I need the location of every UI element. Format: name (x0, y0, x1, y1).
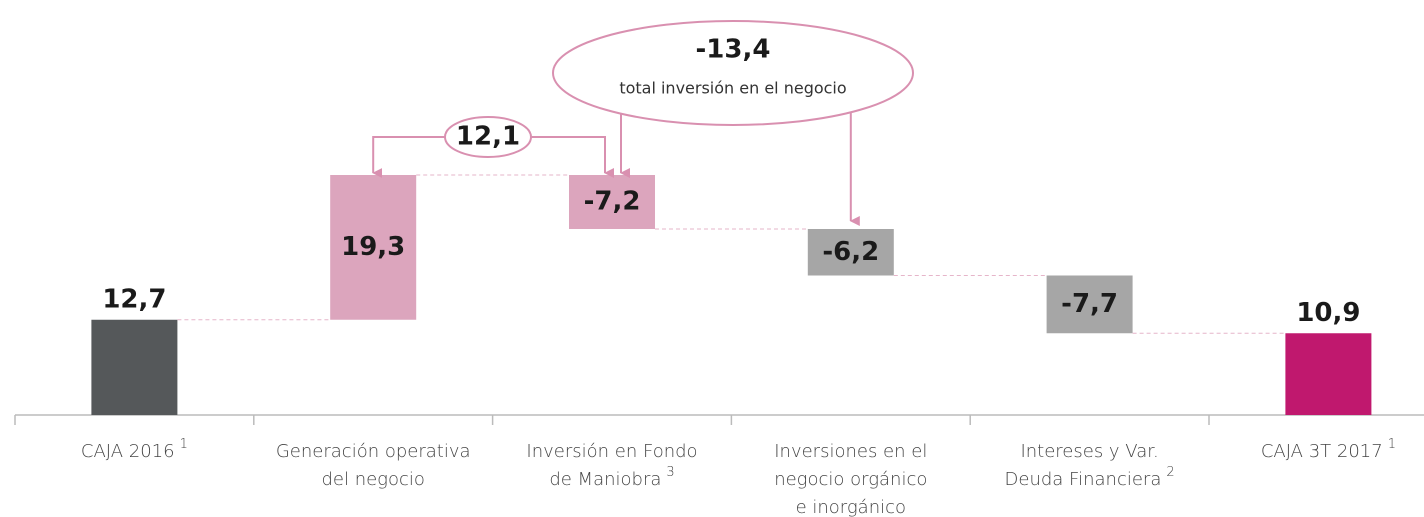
x-tick-label: Inversiones en el (774, 441, 927, 462)
value-label: -7,7 (1061, 289, 1118, 319)
footnote: 3 (666, 465, 674, 480)
value-label: 19,3 (341, 232, 405, 262)
x-tick-label-line: CAJA 3T 2017 (1261, 441, 1383, 462)
x-tick-label-line: CAJA 2016 (81, 441, 175, 462)
annotation-label: -13,4 (696, 35, 771, 65)
value-label: -7,2 (584, 187, 641, 217)
value-label: 12,7 (102, 284, 166, 314)
value-label: 10,9 (1296, 298, 1360, 328)
x-tick-label: Intereses y Var. (1020, 441, 1158, 462)
x-tick-label-line: de Maniobra (549, 469, 661, 490)
annotation-bubble (552, 20, 914, 126)
x-tick-label-line: del negocio (321, 469, 424, 490)
bar (330, 175, 417, 320)
x-tick-label-line: Inversión en Fondo (526, 441, 697, 462)
annotation-bubble (444, 116, 532, 158)
bar (1046, 275, 1133, 334)
x-tick-label: Inversión en Fondo (526, 441, 697, 462)
x-tick-label: del negocio (321, 469, 424, 490)
bar (807, 229, 894, 276)
annotation-text: total inversión en el negocio (619, 79, 846, 98)
x-tick-label: CAJA 3T 2017 1 (1261, 437, 1396, 463)
bar (569, 175, 655, 229)
x-tick-label: negocio orgánico (774, 469, 927, 490)
x-tick-label: e inorgánico (796, 497, 906, 517)
footnote: 1 (1388, 437, 1396, 452)
x-tick-label: Deuda Financiera 2 (1005, 465, 1175, 491)
x-tick-label: de Maniobra 3 (549, 465, 674, 491)
x-tick-label: CAJA 2016 1 (81, 437, 188, 463)
bar (1285, 333, 1372, 415)
x-tick-label-line: Generación operativa (276, 441, 471, 462)
annotation-label: 12,1 (456, 122, 520, 152)
x-tick-label-line: Deuda Financiera (1005, 469, 1162, 490)
x-tick-label-line: Inversiones en el (774, 441, 927, 462)
x-tick-label-line: Intereses y Var. (1020, 441, 1158, 462)
value-label: -6,2 (822, 237, 879, 267)
x-tick-label-line: e inorgánico (796, 497, 906, 517)
bar (91, 319, 178, 415)
x-tick-label: Generación operativa (276, 441, 471, 462)
footnote: 1 (180, 437, 188, 452)
footnote: 2 (1166, 465, 1174, 480)
x-tick-label-line: negocio orgánico (774, 469, 927, 490)
